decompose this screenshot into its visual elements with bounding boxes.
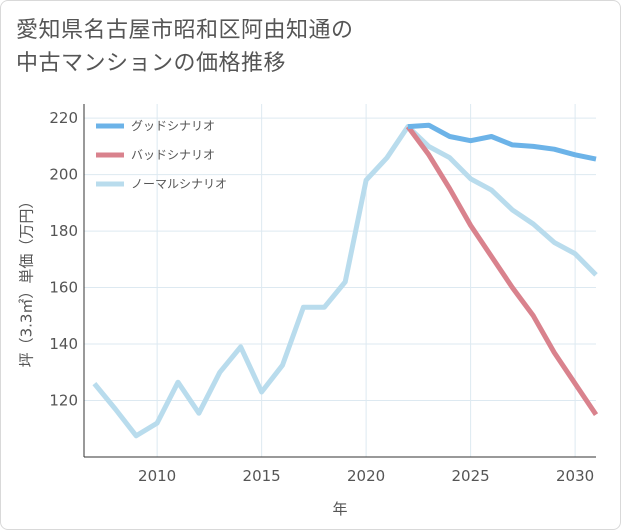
x-tick-label: 2025	[452, 467, 490, 485]
y-tick-label: 200	[49, 166, 78, 184]
y-tick-label: 120	[49, 392, 78, 410]
x-axis-label: 年	[332, 500, 347, 518]
series-line-1	[405, 125, 599, 416]
y-tick-label: 160	[49, 279, 78, 297]
y-tick-label: 220	[49, 109, 78, 127]
legend-label-0: グッドシナリオ	[131, 119, 215, 133]
y-axis-label: 坪（3.3㎡）単価（万円）	[18, 194, 36, 368]
axes: 120 140 160 180 200 220 2010 2015 2020 2025 2030	[49, 104, 596, 485]
x-tick-label: 2015	[243, 467, 281, 485]
legend-label-1: バッドシナリオ	[131, 148, 215, 162]
y-tick-label: 140	[49, 335, 78, 353]
series-line-2	[92, 124, 598, 439]
series-line-0	[407, 122, 597, 162]
series-lines	[92, 122, 599, 439]
x-tick-label: 2010	[138, 467, 176, 485]
chart-title: 愛知県名古屋市昭和区阿由知通の 中古マンションの価格推移	[16, 14, 354, 80]
chart-title-line-2: 中古マンションの価格推移	[16, 51, 287, 76]
x-tick-label: 2020	[347, 467, 385, 485]
y-tick-label: 180	[49, 222, 78, 240]
legend-label-2: ノーマルシナリオ	[131, 177, 227, 191]
chart-title-line-1: 愛知県名古屋市昭和区阿由知通の	[16, 18, 354, 43]
x-tick-label: 2030	[556, 467, 594, 485]
